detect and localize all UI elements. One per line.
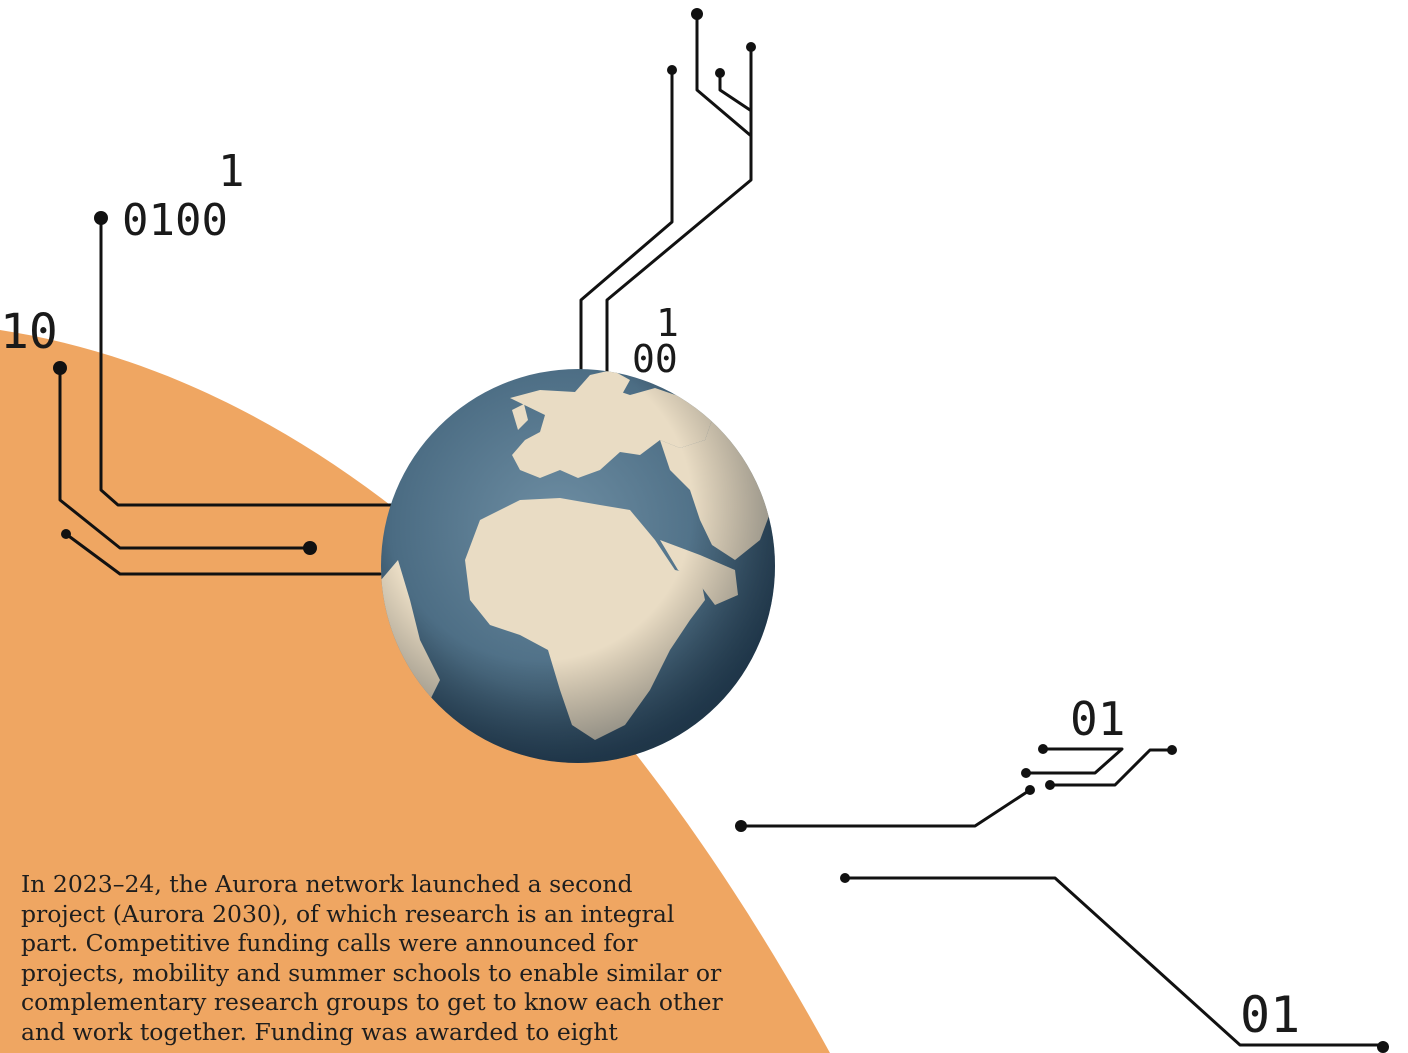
body-line: and work together. Funding was awarded t… [21,1017,618,1046]
binary-label-right-mid: 01 [1070,692,1125,746]
body-line: projects, mobility and summer schools to… [21,958,722,987]
body-line: project (Aurora 2030), of which research… [21,899,675,928]
circuit-lines-icon [58,12,1385,1047]
body-line: part. Competitive funding calls were ann… [21,929,638,957]
globe-earth-icon [381,369,775,763]
binary-label-top-left: 0100 [122,195,228,246]
binary-label-bottom-right: 01 [1240,986,1300,1044]
body-line: complementary research groups to get to … [21,988,723,1016]
binary-label-center: 00 [632,337,678,381]
binary-label-center-sup: 1 [656,301,679,345]
orange-arc-shape [0,330,830,1053]
binary-label-top-left-sup: 1 [218,146,245,197]
body-line: In 2023–24, the Aurora network launched … [21,870,633,898]
binary-label-left: 10 [0,304,58,360]
body-paragraph: In 2023–24, the Aurora network launched … [21,870,741,1047]
